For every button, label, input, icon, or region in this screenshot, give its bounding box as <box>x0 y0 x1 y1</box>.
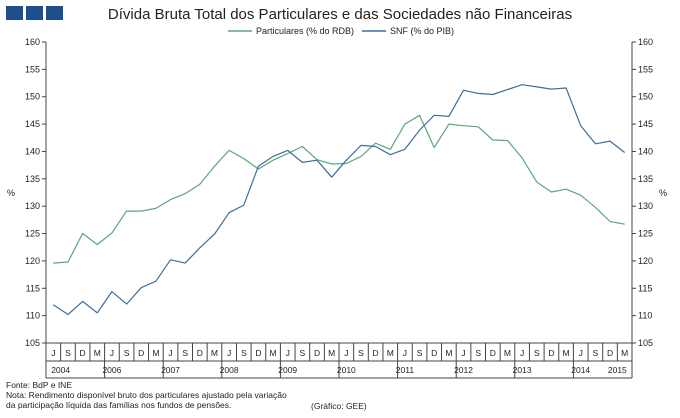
month-tick-label: D <box>431 348 437 358</box>
month-tick-label: S <box>417 348 423 358</box>
month-tick-label: M <box>504 348 511 358</box>
month-tick-label: D <box>607 348 613 358</box>
y-tick-label-left: 145 <box>25 119 40 129</box>
year-tick-label: 2015 <box>608 365 627 375</box>
month-tick-label: J <box>403 348 407 358</box>
month-tick-label: J <box>110 348 114 358</box>
y-tick-label-left: 120 <box>25 256 40 266</box>
month-tick-label: S <box>241 348 247 358</box>
month-tick-label: S <box>65 348 71 358</box>
month-tick-label: J <box>51 348 55 358</box>
month-tick-label: M <box>152 348 159 358</box>
month-tick-label: M <box>211 348 218 358</box>
month-tick-label: M <box>445 348 452 358</box>
year-tick-label: 2010 <box>337 365 356 375</box>
month-tick-label: M <box>563 348 570 358</box>
y-axis-title-left: % <box>7 188 15 198</box>
month-tick-label: S <box>475 348 481 358</box>
y-tick-label-right: 145 <box>638 119 653 129</box>
y-tick-label-right: 110 <box>638 311 652 321</box>
series-line-snf <box>52 84 626 316</box>
year-tick-label: 2009 <box>278 365 297 375</box>
y-tick-label-left: 135 <box>25 174 40 184</box>
month-tick-label: S <box>182 348 188 358</box>
month-tick-label: M <box>621 348 628 358</box>
month-tick-label: M <box>270 348 277 358</box>
month-tick-label: M <box>387 348 394 358</box>
month-tick-label: S <box>358 348 364 358</box>
year-tick-label: 2008 <box>220 365 239 375</box>
source-note: Fonte: BdP e INE <box>6 380 72 390</box>
year-tick-label: 2004 <box>51 365 70 375</box>
y-tick-label-right: 135 <box>638 174 653 184</box>
month-tick-label: J <box>461 348 465 358</box>
year-tick-label: 2007 <box>161 365 180 375</box>
year-tick-label: 2012 <box>454 365 473 375</box>
month-tick-label: M <box>328 348 335 358</box>
y-tick-label-left: 105 <box>25 338 40 348</box>
y-tick-label-left: 155 <box>25 64 40 74</box>
year-tick-label: 2006 <box>102 365 121 375</box>
month-tick-label: D <box>490 348 496 358</box>
month-tick-label: D <box>138 348 144 358</box>
month-tick-label: D <box>373 348 379 358</box>
month-tick-label: D <box>197 348 203 358</box>
month-tick-label: S <box>124 348 130 358</box>
brand-logo <box>6 6 63 20</box>
month-tick-label: M <box>94 348 101 358</box>
y-tick-label-right: 120 <box>638 256 653 266</box>
month-tick-label: S <box>534 348 540 358</box>
month-tick-label: S <box>593 348 599 358</box>
y-tick-label-left: 125 <box>25 229 40 239</box>
chart-title: Dívida Bruta Total dos Particulares e da… <box>107 6 573 23</box>
y-tick-label-right: 150 <box>638 92 653 102</box>
y-tick-label-right: 125 <box>638 229 653 239</box>
month-tick-label: D <box>255 348 261 358</box>
footnote-line-1: Nota: Rendimento disponível bruto dos pa… <box>6 390 287 400</box>
footnote-line-2: da participação líquida das famílias nos… <box>6 400 232 410</box>
y-tick-label-left: 140 <box>25 146 40 156</box>
y-tick-label-right: 105 <box>638 338 653 348</box>
month-tick-label: J <box>579 348 583 358</box>
year-tick-label: 2011 <box>396 365 415 375</box>
y-tick-label-left: 110 <box>26 311 40 321</box>
y-tick-label-right: 130 <box>638 201 653 211</box>
month-tick-label: J <box>520 348 524 358</box>
month-tick-label: J <box>168 348 172 358</box>
y-tick-label-right: 140 <box>638 146 653 156</box>
y-axis-title-right: % <box>659 188 667 198</box>
y-tick-label-left: 150 <box>25 92 40 102</box>
legend-label-snf: SNF (% do PIB) <box>390 26 454 36</box>
legend-label-particulares: Particulares (% do RDB) <box>256 26 354 36</box>
y-tick-label-left: 115 <box>26 283 40 293</box>
month-tick-label: J <box>227 348 231 358</box>
logo-block-1 <box>6 6 23 20</box>
month-tick-label: D <box>548 348 554 358</box>
month-tick-label: J <box>344 348 348 358</box>
series-line-particulares <box>53 114 625 264</box>
logo-block-3 <box>46 6 63 20</box>
month-tick-label: J <box>286 348 290 358</box>
y-tick-label-right: 155 <box>638 64 653 74</box>
month-tick-label: D <box>80 348 86 358</box>
year-tick-label: 2013 <box>513 365 532 375</box>
y-tick-label-left: 160 <box>25 37 40 47</box>
chart-credit: (Gráfico: GEE) <box>311 401 367 411</box>
y-tick-label-right: 160 <box>638 37 653 47</box>
logo-block-2 <box>26 6 43 20</box>
month-tick-label: D <box>314 348 320 358</box>
y-tick-label-right: 115 <box>638 283 652 293</box>
y-tick-label-left: 130 <box>25 201 40 211</box>
month-tick-label: S <box>300 348 306 358</box>
year-tick-label: 2014 <box>571 365 590 375</box>
